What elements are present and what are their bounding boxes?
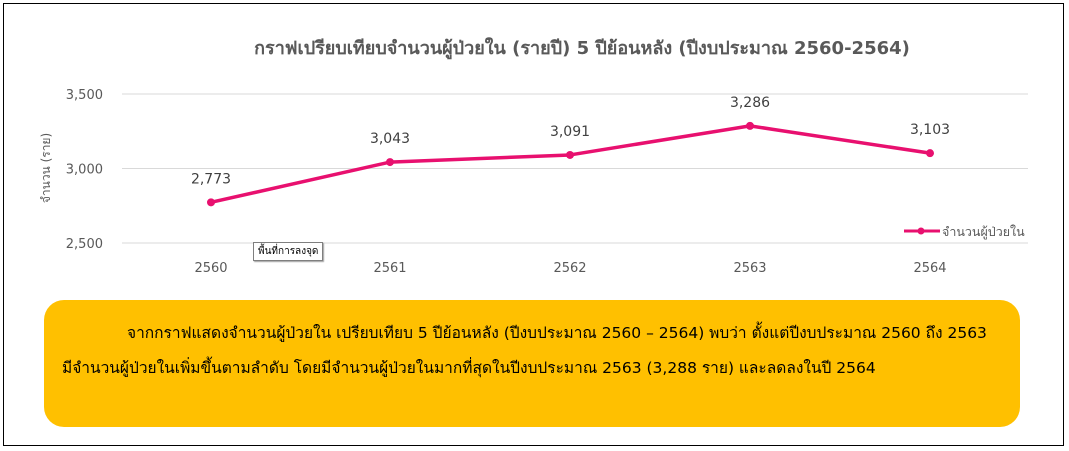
data-label: 3,286 — [730, 95, 770, 111]
data-point[interactable] — [926, 149, 934, 158]
y-tick-label: 3,000 — [66, 163, 103, 178]
tooltip-plot-area: พื้นที่การลงจุด — [253, 242, 324, 261]
data-label: 2,773 — [191, 171, 231, 187]
data-point[interactable] — [746, 121, 754, 130]
legend-label: จำนวนผู้ป่วยใน — [942, 224, 1025, 240]
y-axis-ticks: 2,500 3,000 3,500 — [66, 88, 103, 252]
legend-marker — [917, 227, 925, 235]
y-axis-title: จำนวน (ราย) — [39, 133, 53, 203]
line-chart[interactable]: กราฟเปรียบเทียบจำนวนผู้ป่วยใน (รายปี) 5 … — [0, 0, 1069, 300]
data-label: 3,091 — [550, 124, 590, 140]
data-points — [207, 121, 934, 207]
data-label: 3,043 — [370, 131, 410, 147]
x-tick-label: 2563 — [733, 261, 766, 276]
chart-title: กราฟเปรียบเทียบจำนวนผู้ป่วยใน (รายปี) 5 … — [254, 37, 910, 60]
summary-text: จากกราฟแสดงจำนวนผู้ป่วยใน เปรียบเทียบ 5 … — [62, 324, 987, 377]
x-axis-ticks: 2560 2561 2562 2563 2564 — [194, 261, 946, 276]
x-tick-label: 2561 — [373, 261, 406, 276]
gridlines — [122, 93, 1028, 244]
data-point[interactable] — [386, 158, 394, 167]
x-tick-label: 2564 — [913, 261, 946, 276]
data-labels: 2,773 3,043 3,091 3,286 3,103 — [191, 95, 950, 187]
data-label: 3,103 — [910, 122, 950, 138]
x-tick-label: 2560 — [194, 261, 227, 276]
y-tick-label: 2,500 — [66, 237, 103, 252]
data-point[interactable] — [566, 150, 574, 159]
legend[interactable]: จำนวนผู้ป่วยใน — [904, 224, 1025, 240]
data-point[interactable] — [207, 198, 215, 207]
y-tick-label: 3,500 — [66, 88, 103, 103]
chart-frame — [3, 3, 1064, 446]
summary-box: จากกราฟแสดงจำนวนผู้ป่วยใน เปรียบเทียบ 5 … — [44, 300, 1020, 427]
x-tick-label: 2562 — [553, 261, 586, 276]
